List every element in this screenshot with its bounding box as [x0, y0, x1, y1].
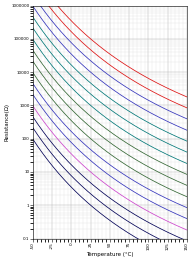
Y-axis label: Resistance(Ω): Resistance(Ω): [4, 103, 9, 141]
X-axis label: Temperature (°C): Temperature (°C): [86, 252, 134, 257]
